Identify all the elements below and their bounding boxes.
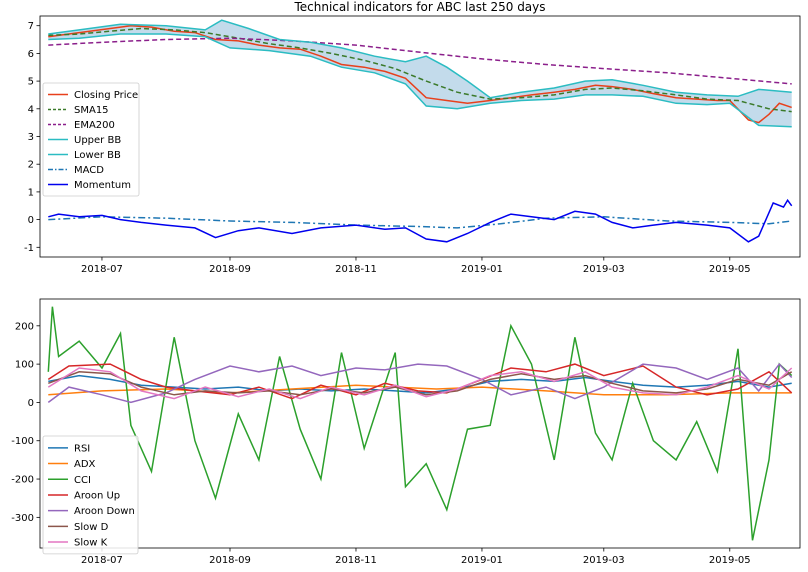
series-line-aroon-up [47, 363, 793, 400]
chart-title: Technical indicators for ABC last 250 da… [293, 0, 545, 14]
legend-label-cci: CCI [74, 475, 91, 486]
y-tick-label: -1 [24, 243, 34, 254]
series-line-slow-k [47, 367, 793, 400]
legend-label-rsi: RSI [74, 443, 90, 454]
legend-label-closing-price: Closing Price [74, 90, 138, 101]
x-tick-label: 2019-01 [461, 264, 503, 275]
y-tick-label: 3 [28, 132, 34, 143]
y-tick-label: -100 [11, 436, 34, 447]
y-tick-label: 0 [28, 215, 34, 226]
y-tick-label: 2 [28, 160, 34, 171]
series-line-adx [48, 384, 792, 396]
y-tick-label: 4 [28, 104, 34, 115]
axes-frame [39, 298, 801, 549]
x-tick-label: 2018-11 [335, 264, 377, 275]
series-line-momentum [48, 198, 793, 243]
series-line-aroon-down [47, 362, 793, 404]
legend-box [42, 435, 139, 555]
price-indicators-panel: -1 0 1 2 3 4 5 6 7 2018-07 2018-09 2018-11 2019-01 20… [24, 15, 801, 275]
legend: Closing Price SMA15 EMA200 Upper BB Lower BB… [42, 82, 140, 197]
x-tick-label: 2018-09 [209, 555, 251, 566]
y-tick-label: 0 [28, 398, 34, 409]
y-tick-label: 100 [15, 360, 34, 371]
legend-box [42, 82, 140, 197]
y-tick-label: 200 [15, 321, 34, 332]
x-tick-label: 2018-07 [81, 264, 123, 275]
oscillators-panel: -300 -200 -100 0 100 200 2018-07 2018-09 2018-11… [11, 298, 801, 566]
x-tick-label: 2018-11 [335, 555, 377, 566]
y-tick-label: 1 [28, 187, 34, 198]
legend-label-upper-bb: Upper BB [74, 135, 121, 146]
series-line-slow-d [48, 371, 793, 396]
y-tick-label: 5 [28, 77, 34, 88]
series-line-cci [47, 306, 793, 541]
legend-label-sma15: SMA15 [74, 105, 109, 116]
y-tick-label: 6 [28, 49, 34, 60]
y-tick-label: -300 [11, 513, 34, 524]
y-tick-label: 7 [28, 21, 34, 32]
legend-label-slow-k: Slow K [74, 538, 108, 549]
x-tick-label: 2018-07 [81, 555, 123, 566]
series-line-closing-price [48, 24, 792, 124]
legend-label-slow-d: Slow D [74, 522, 109, 533]
legend-label-ema200: EMA200 [74, 120, 115, 131]
legend-label-aroon-up: Aroon Up [74, 490, 120, 501]
x-tick-label: 2019-05 [709, 555, 751, 566]
series-line-upper-bb [48, 19, 792, 99]
series-line-lower-bb [48, 33, 792, 128]
x-tick-label: 2019-05 [709, 264, 751, 275]
legend-label-aroon-down: Aroon Down [74, 506, 135, 517]
series-line-ema200 [48, 37, 792, 85]
legend-label-momentum: Momentum [74, 180, 131, 191]
x-tick-label: 2019-03 [583, 555, 625, 566]
legend: RSI ADX CCI Aroon Up Aroon Down Slow D Slow K [42, 435, 139, 555]
y-tick-label: -200 [11, 475, 34, 486]
legend-label-macd: MACD [74, 165, 104, 176]
series-line-macd [48, 216, 792, 229]
x-tick-label: 2018-09 [209, 264, 251, 275]
x-tick-label: 2019-03 [583, 264, 625, 275]
x-tick-label: 2019-01 [461, 555, 503, 566]
bollinger-band-fill [48, 20, 792, 127]
legend-label-adx: ADX [74, 459, 96, 470]
series-line-sma15 [48, 27, 792, 113]
legend-label-lower-bb: Lower BB [74, 150, 121, 161]
